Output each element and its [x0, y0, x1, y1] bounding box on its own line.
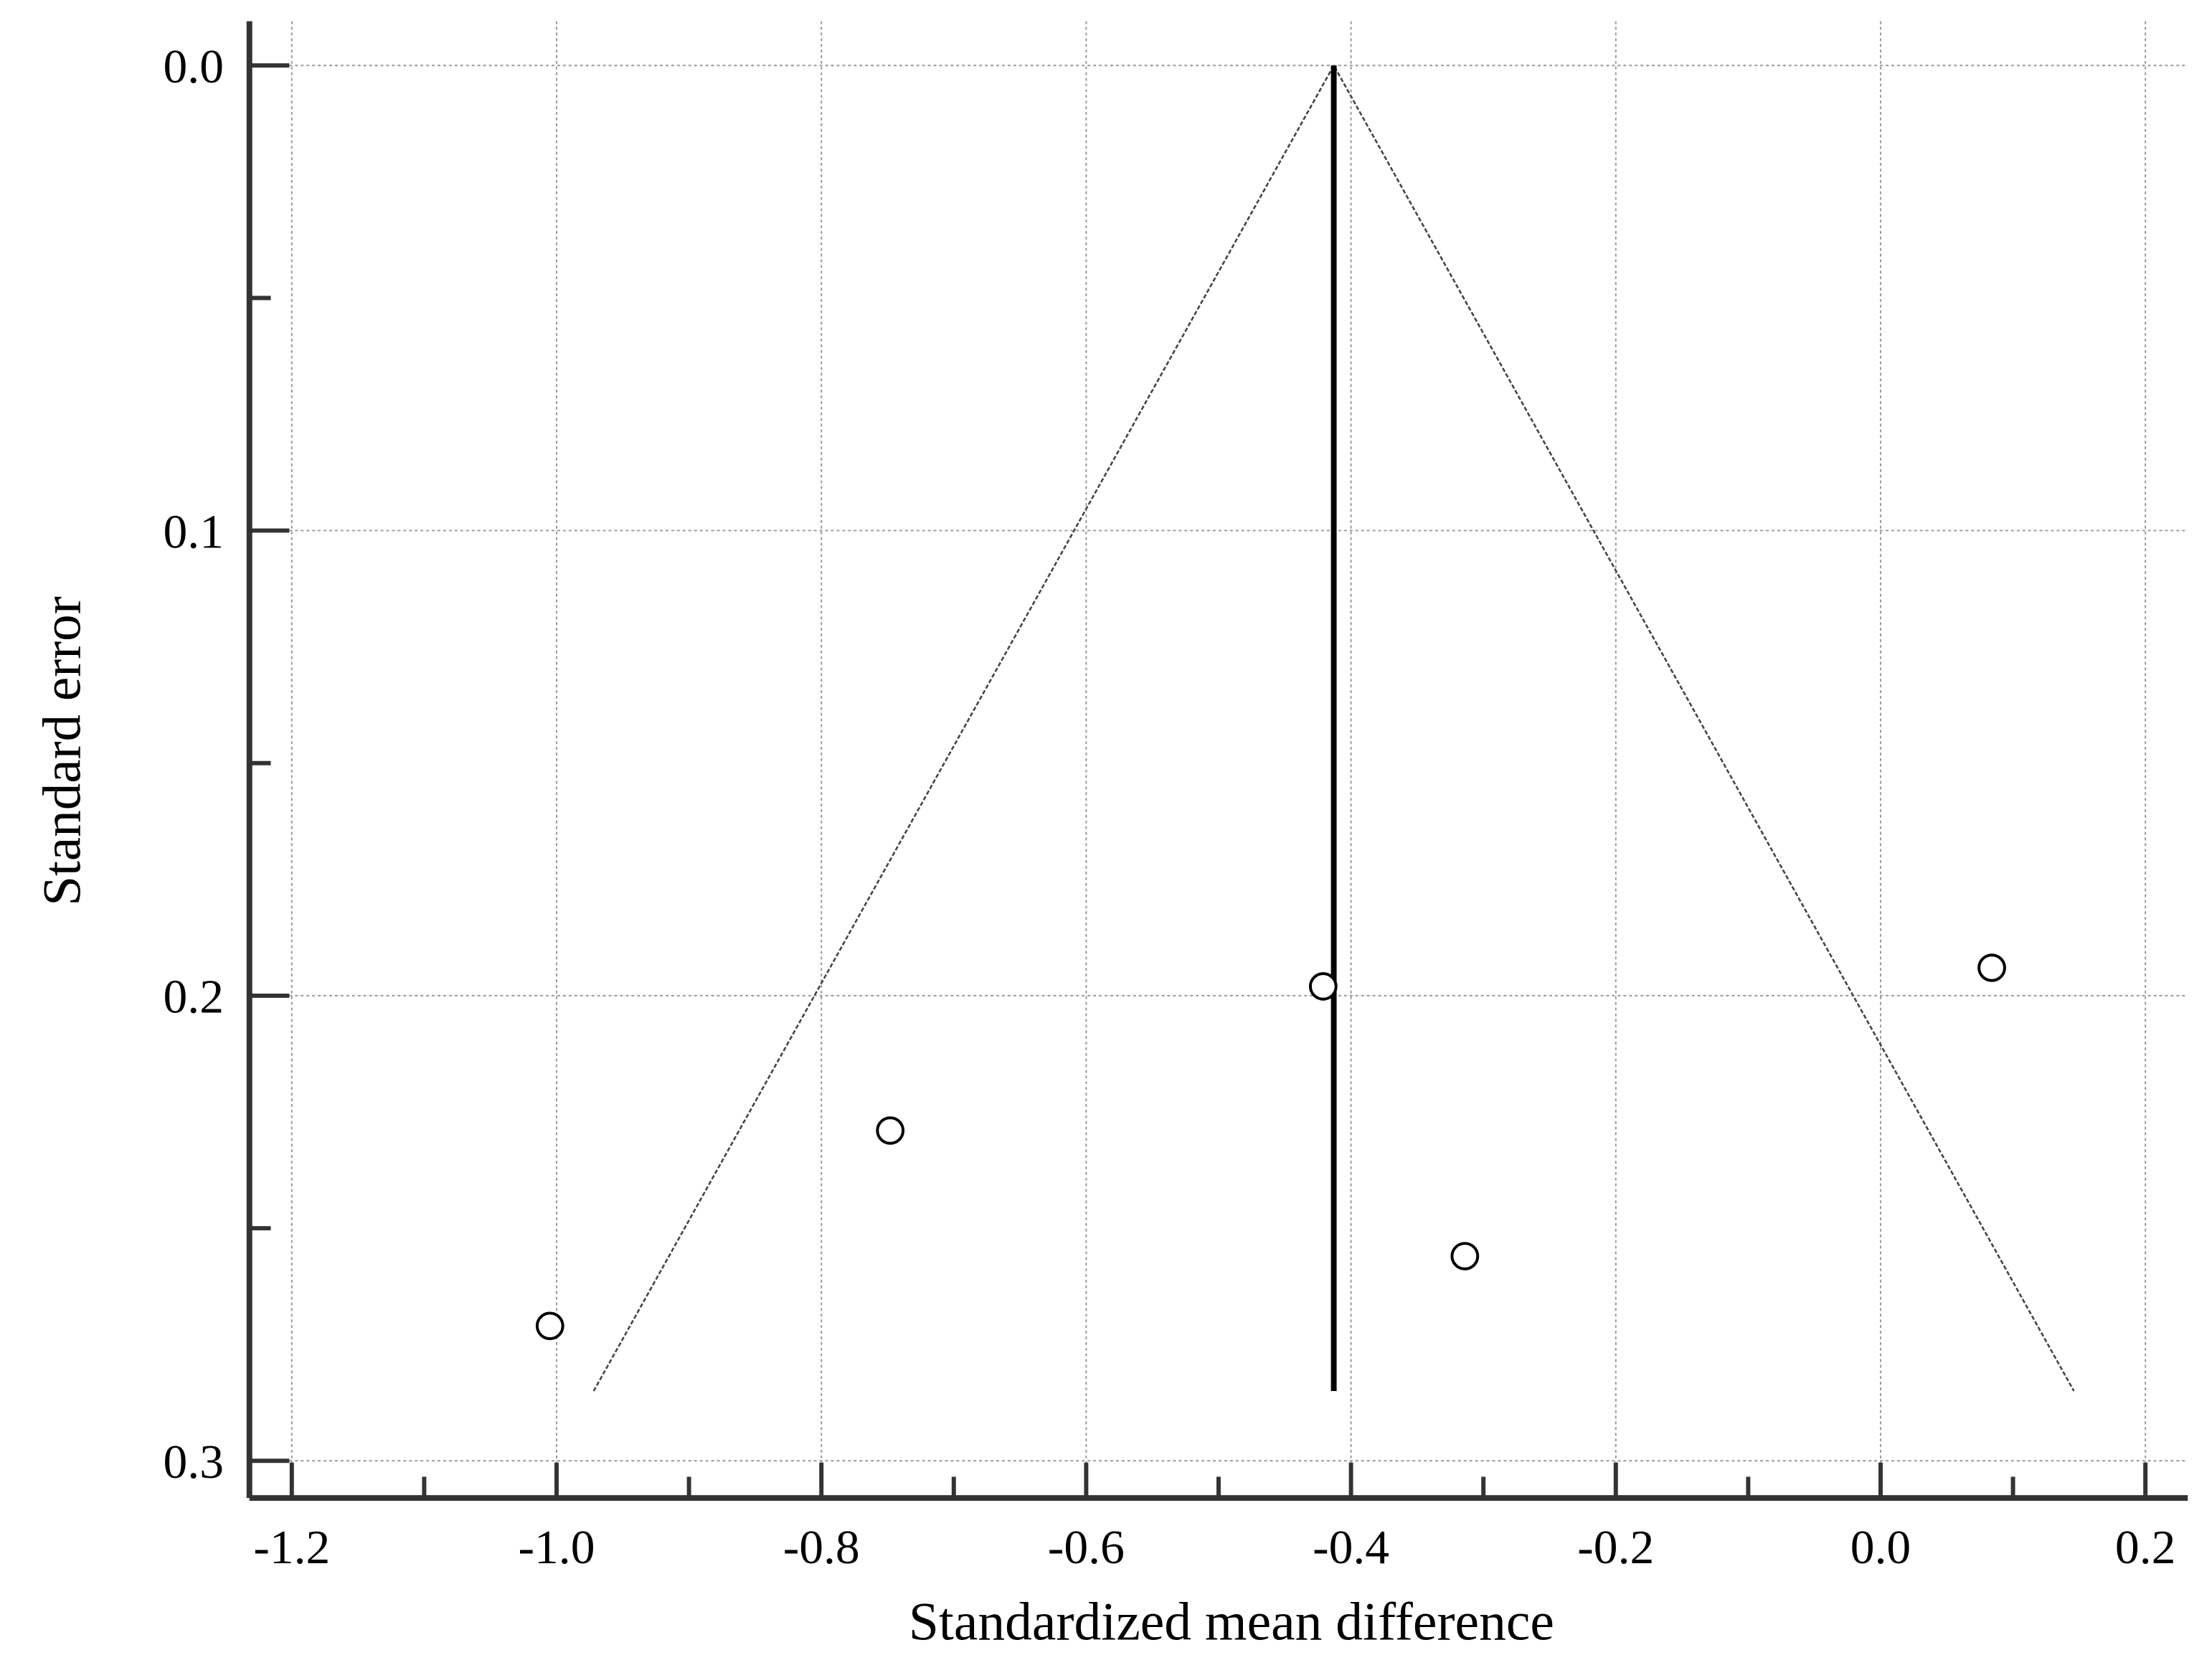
x-tick-label: 0.2	[2115, 1520, 2175, 1574]
study-point	[535, 1311, 564, 1340]
x-tick-label: -0.8	[783, 1520, 860, 1574]
x-axis-label: Standardized mean difference	[909, 1593, 1554, 1652]
study-point	[876, 1116, 905, 1145]
x-tick-label: -1.0	[519, 1520, 595, 1574]
x-tick-label: -1.2	[253, 1520, 330, 1574]
y-tick-label: 0.3	[164, 1435, 224, 1489]
x-tick-label: -0.4	[1313, 1520, 1389, 1574]
y-axis-label: Standard error	[32, 596, 92, 905]
study-point	[1977, 953, 2006, 982]
y-tick-label: 0.1	[164, 504, 224, 558]
x-tick-label: 0.0	[1851, 1520, 1911, 1574]
y-tick-label: 0.0	[164, 39, 224, 93]
funnel-line	[592, 63, 2075, 1392]
y-tick-label: 0.2	[164, 970, 224, 1024]
x-tick-label: -0.2	[1577, 1520, 1654, 1574]
x-tick-label: -0.6	[1048, 1520, 1125, 1574]
study-point	[1308, 972, 1338, 1001]
study-point	[1450, 1242, 1480, 1271]
